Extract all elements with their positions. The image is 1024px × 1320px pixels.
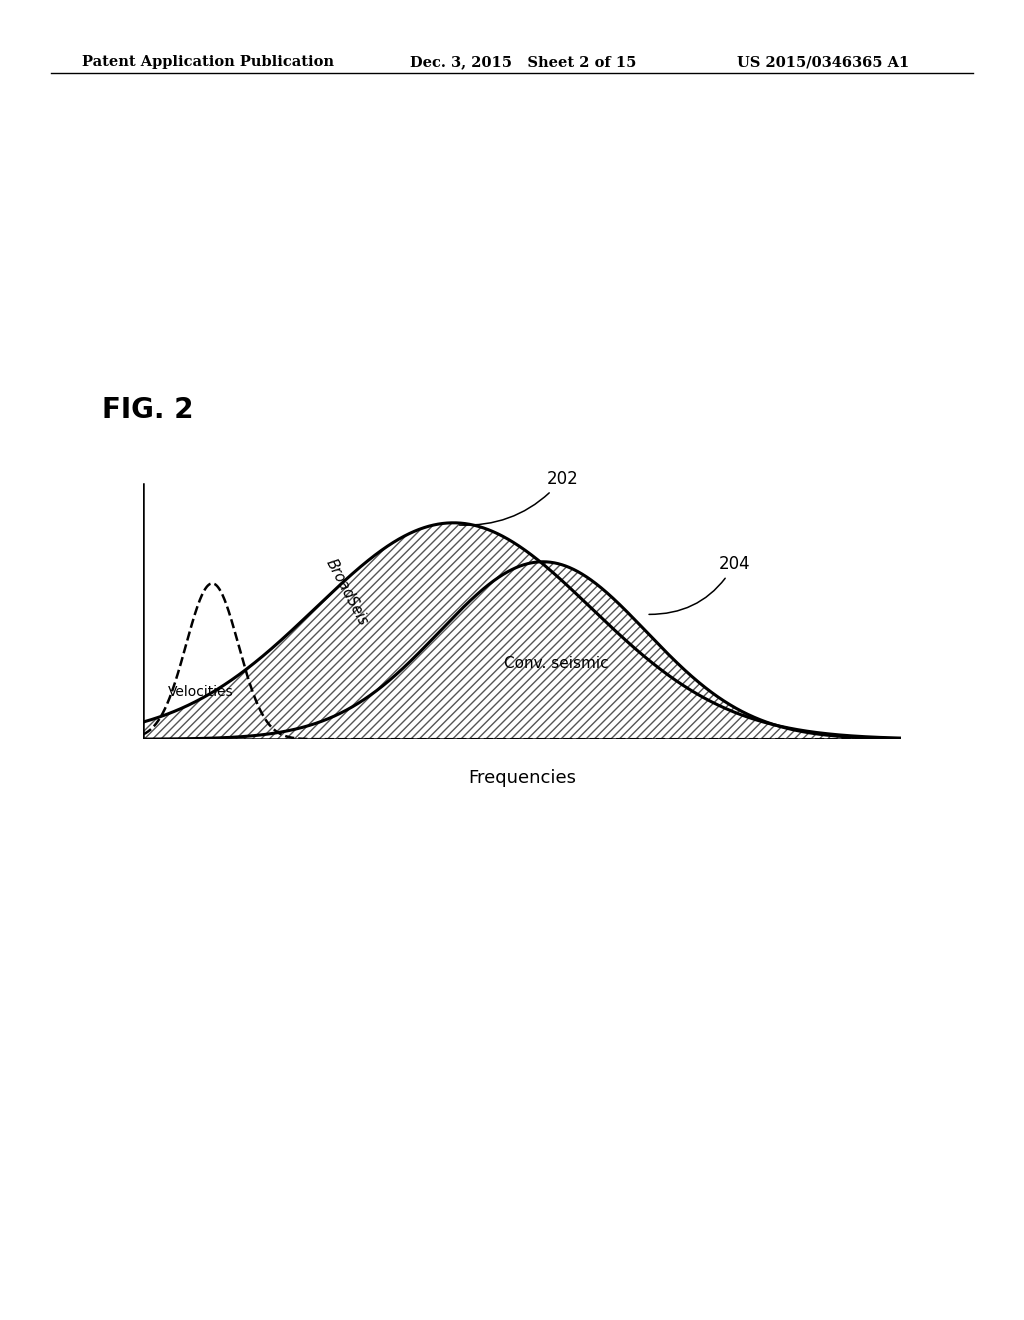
Text: Frequencies: Frequencies — [468, 770, 577, 788]
Text: Velocities: Velocities — [168, 685, 233, 698]
Text: US 2015/0346365 A1: US 2015/0346365 A1 — [737, 55, 909, 70]
Text: 202: 202 — [460, 470, 579, 525]
Text: 204: 204 — [649, 556, 751, 614]
Text: Patent Application Publication: Patent Application Publication — [82, 55, 334, 70]
Text: FIG. 2: FIG. 2 — [102, 396, 194, 424]
Text: Dec. 3, 2015   Sheet 2 of 15: Dec. 3, 2015 Sheet 2 of 15 — [410, 55, 636, 70]
Text: BroadSeis: BroadSeis — [323, 556, 371, 628]
Text: Conv. seismic: Conv. seismic — [505, 656, 609, 671]
